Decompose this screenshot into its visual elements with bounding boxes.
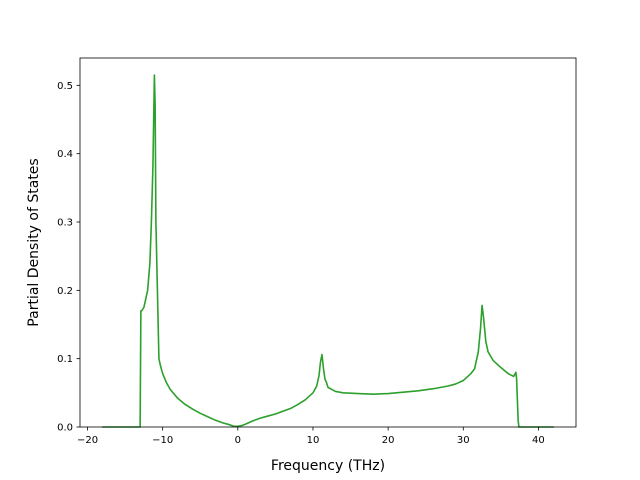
x-tick-label: 30 [457, 435, 470, 446]
y-tick-label: 0.2 [57, 286, 73, 297]
y-tick-label: 0.5 [57, 81, 73, 92]
x-axis-label: Frequency (THz) [271, 458, 385, 474]
y-axis-label: Partial Density of States [26, 158, 42, 326]
x-axis: −20 −10 0 10 20 30 40 [77, 427, 545, 446]
x-tick-label: 10 [307, 435, 320, 446]
axes-frame [79, 57, 577, 428]
x-tick-label: 0 [235, 435, 241, 446]
x-tick-label: 40 [532, 435, 545, 446]
y-tick-label: 0.4 [57, 149, 73, 160]
y-tick-label: 0.0 [57, 423, 73, 434]
x-tick-label: 20 [382, 435, 395, 446]
y-tick-label: 0.3 [57, 218, 73, 229]
y-axis: 0.0 0.1 0.2 0.3 0.4 0.5 [57, 81, 80, 434]
x-tick-label: −20 [77, 435, 98, 446]
plot-area [101, 74, 555, 428]
series-line-0 [101, 74, 555, 428]
y-tick-label: 0.1 [57, 354, 73, 365]
x-tick-label: −10 [152, 435, 173, 446]
